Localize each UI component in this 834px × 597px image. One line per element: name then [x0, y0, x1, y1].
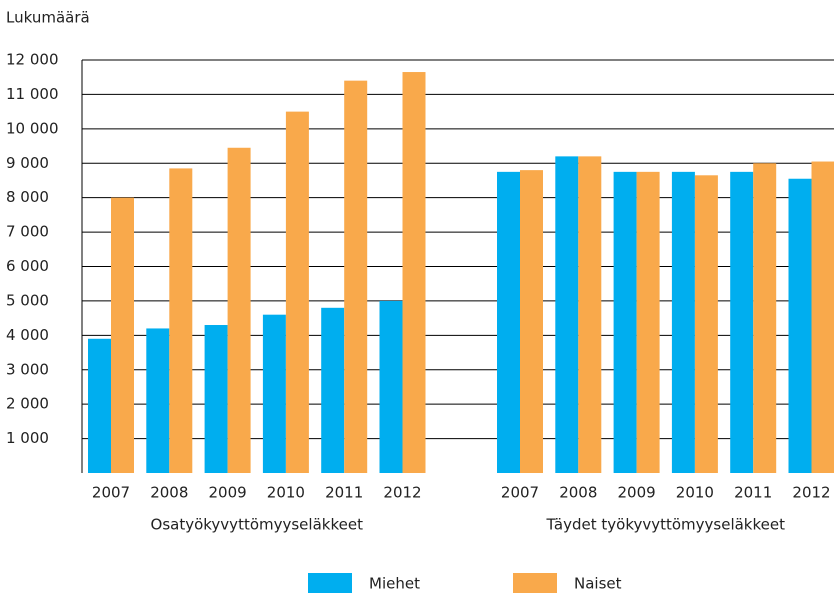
bar [671, 171, 695, 473]
y-tick-label: 11 000 [6, 85, 59, 103]
bar [613, 171, 637, 473]
group-label: Täydet työkyvyttömyyseläkkeet [546, 516, 786, 534]
bar [146, 328, 170, 473]
x-tick-label: 2010 [267, 484, 305, 502]
bar [694, 175, 718, 473]
bar [379, 300, 403, 473]
bar [497, 171, 520, 473]
bar [636, 171, 660, 473]
x-tick-label: 2012 [792, 484, 830, 502]
y-tick-label: 6 000 [6, 257, 49, 275]
x-tick-label: 2008 [559, 484, 597, 502]
bar [811, 161, 834, 473]
bar [227, 147, 251, 473]
bar [169, 168, 193, 473]
legend-label: Miehet [369, 575, 420, 593]
group-label: Osatyökyvyttömyyseläkkeet [151, 516, 364, 534]
bar [321, 307, 345, 473]
x-tick-label: 2011 [734, 484, 772, 502]
x-tick-label: 2008 [150, 484, 188, 502]
x-tick-label: 2012 [383, 484, 421, 502]
bar [555, 156, 579, 473]
y-tick-label: 12 000 [6, 51, 59, 69]
x-tick-label: 2011 [325, 484, 363, 502]
y-tick-label: 9 000 [6, 154, 49, 172]
x-tick-label: 2009 [618, 484, 656, 502]
bar [344, 80, 368, 474]
bar [402, 72, 426, 473]
x-tick-label: 2010 [676, 484, 714, 502]
bar [88, 338, 111, 473]
legend-swatch [513, 573, 557, 593]
y-tick-label: 3 000 [6, 360, 49, 378]
y-tick-label: 7 000 [6, 223, 49, 241]
y-tick-label: 5 000 [6, 291, 49, 309]
bar [788, 178, 812, 474]
x-tick-label: 2009 [209, 484, 247, 502]
bar [204, 325, 228, 473]
y-tick-label: 8 000 [6, 188, 49, 206]
bar [578, 156, 602, 473]
y-axis-label: Lukumäärä [6, 9, 90, 27]
y-tick-label: 4 000 [6, 326, 49, 344]
x-tick-label: 2007 [92, 484, 130, 502]
y-tick-label: 1 000 [6, 429, 49, 447]
bar [730, 171, 754, 473]
bar [753, 163, 777, 473]
bar [111, 197, 134, 473]
y-tick-label: 2 000 [6, 395, 49, 413]
x-tick-label: 2007 [501, 484, 539, 502]
bar [520, 170, 543, 473]
bar [262, 314, 286, 473]
bar [285, 111, 309, 473]
legend-label: Naiset [574, 575, 622, 593]
legend-swatch [308, 573, 352, 593]
y-tick-label: 10 000 [6, 119, 59, 137]
